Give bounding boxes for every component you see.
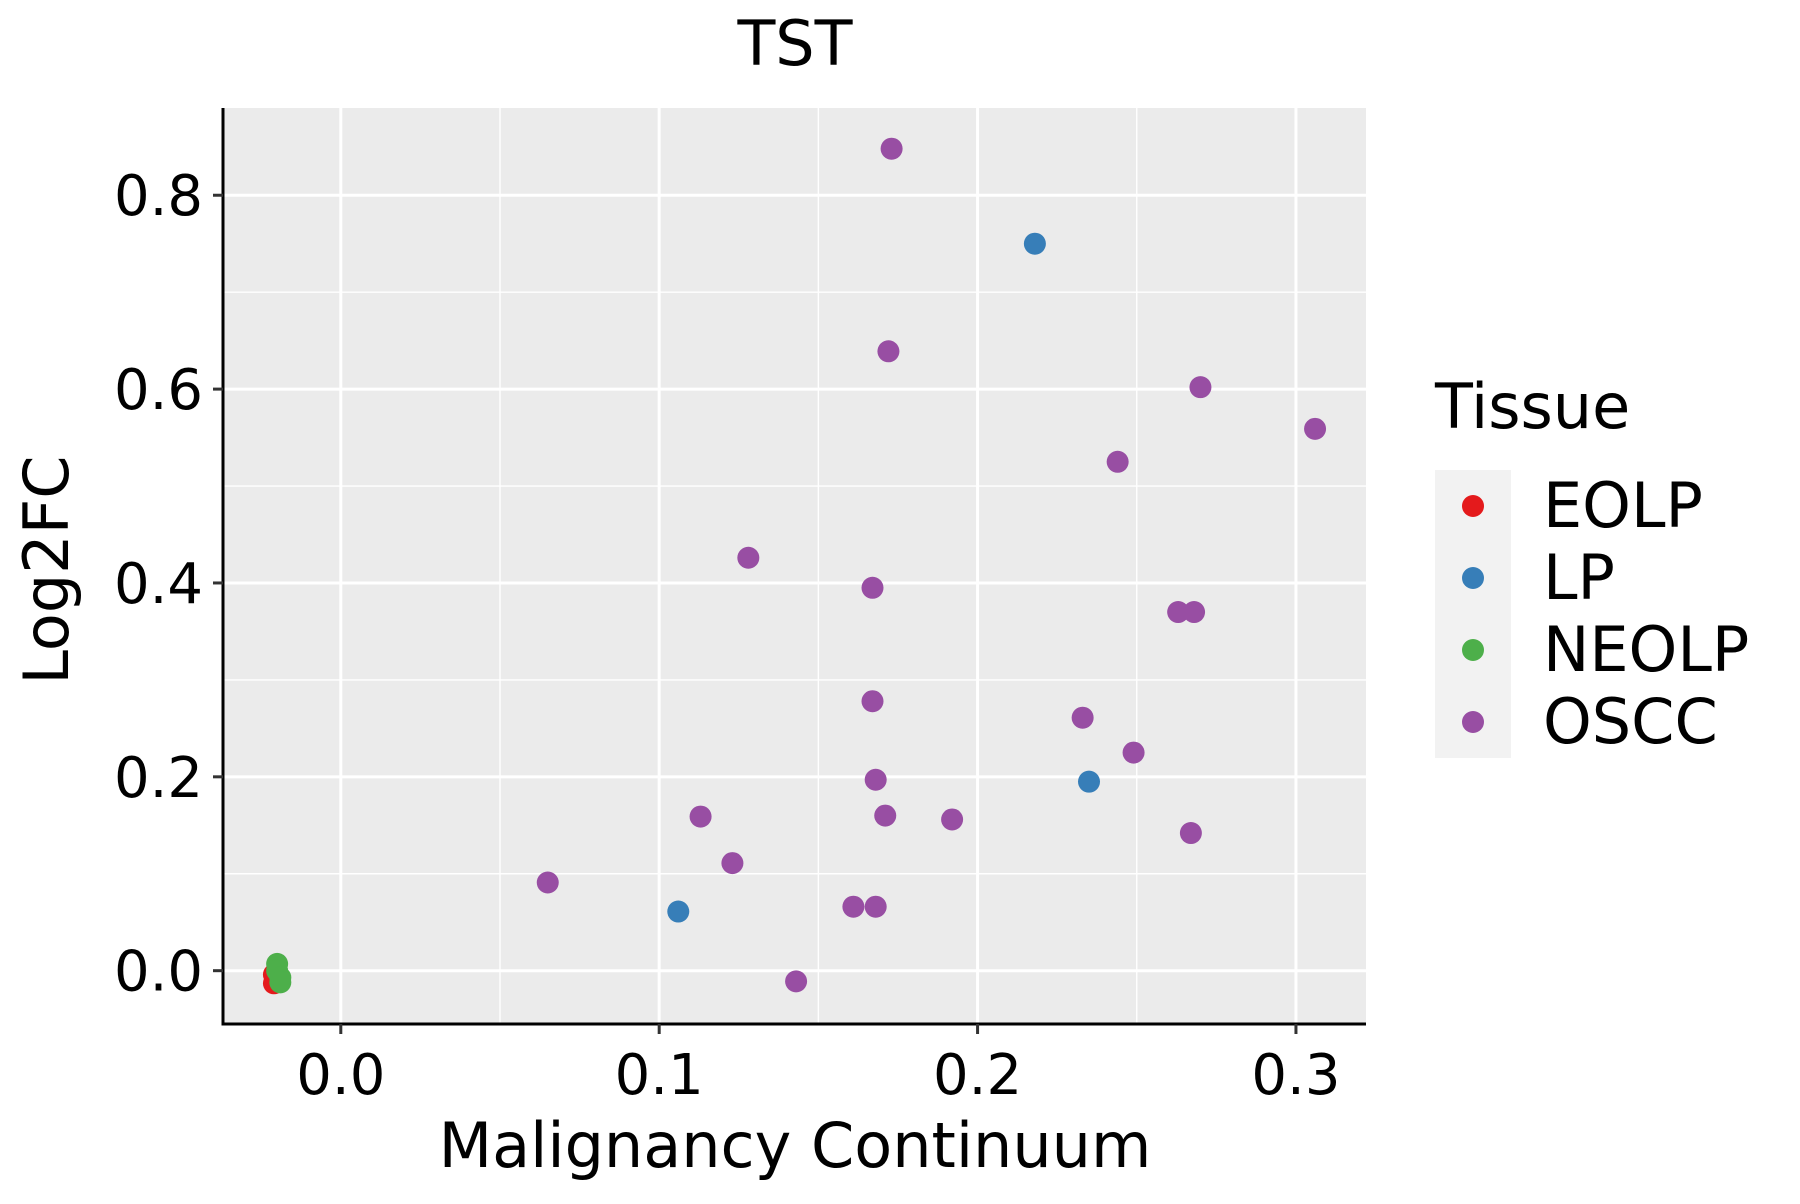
data-point-oscc [1183,601,1206,624]
legend-label-eolp: EOLP [1543,469,1703,542]
legend-key-oscc [1462,711,1484,733]
legend-label-oscc: OSCC [1543,685,1718,758]
data-point-lp [1078,770,1101,793]
x-axis-label: Malignancy Continuum [439,1109,1152,1182]
data-point-oscc [1304,417,1327,440]
legend-key-background [1435,470,1511,758]
data-point-oscc [1071,706,1094,729]
data-point-oscc [864,768,887,791]
y-tick-label: 0.6 [114,358,203,423]
chart-title: TST [736,7,853,80]
y-tick-label: 0.2 [114,746,203,811]
x-tick-label: 0.0 [296,1043,385,1108]
data-point-oscc [536,871,559,894]
data-point-oscc [1167,601,1190,624]
y-tick-label: 0.4 [114,552,203,617]
x-tick-label: 0.3 [1251,1043,1340,1108]
data-point-oscc [861,576,884,599]
x-tick-label: 0.2 [933,1043,1022,1108]
data-point-oscc [737,546,760,569]
data-point-oscc [880,137,903,160]
data-point-oscc [941,808,964,831]
data-point-lp [667,900,690,923]
data-point-oscc [874,804,897,827]
y-tick-label: 0.0 [114,940,203,1005]
data-point-oscc [1189,376,1212,399]
legend-label-lp: LP [1543,541,1615,614]
data-point-oscc [877,340,900,363]
legend-key-lp [1462,567,1484,589]
data-point-oscc [861,690,884,713]
data-point-oscc [1122,741,1145,764]
data-point-oscc [1179,822,1202,845]
y-axis-label: Log2FC [10,455,83,684]
data-point-oscc [1106,450,1129,473]
data-point-neolp [269,971,292,994]
legend-key-eolp [1462,495,1484,517]
data-point-oscc [864,895,887,918]
legend-label-neolp: NEOLP [1543,613,1749,686]
x-tick-label: 0.1 [615,1043,704,1108]
legend-key-neolp [1462,639,1484,661]
plot-panel [223,108,1366,1024]
data-point-oscc [689,805,712,828]
data-point-oscc [785,970,808,993]
data-point-lp [1023,232,1046,255]
data-point-oscc [842,895,865,918]
legend-title: Tissue [1434,370,1630,443]
data-point-oscc [721,852,744,875]
y-tick-label: 0.8 [114,164,203,229]
